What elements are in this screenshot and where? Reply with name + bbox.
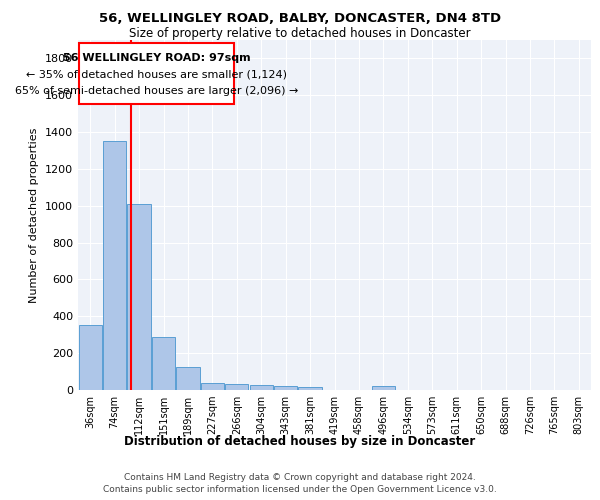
- Bar: [225, 384, 248, 390]
- Text: 65% of semi-detached houses are larger (2,096) →: 65% of semi-detached houses are larger (…: [15, 86, 298, 96]
- Bar: [201, 382, 224, 390]
- Bar: [127, 204, 151, 390]
- Y-axis label: Number of detached properties: Number of detached properties: [29, 128, 40, 302]
- Text: ← 35% of detached houses are smaller (1,124): ← 35% of detached houses are smaller (1,…: [26, 70, 287, 80]
- Text: Contains HM Land Registry data © Crown copyright and database right 2024.: Contains HM Land Registry data © Crown c…: [124, 472, 476, 482]
- Bar: [176, 367, 200, 390]
- Text: Contains public sector information licensed under the Open Government Licence v3: Contains public sector information licen…: [103, 485, 497, 494]
- Bar: [79, 324, 102, 390]
- Text: 56 WELLINGLEY ROAD: 97sqm: 56 WELLINGLEY ROAD: 97sqm: [63, 53, 251, 63]
- Bar: [372, 386, 395, 390]
- Bar: [274, 386, 297, 390]
- Bar: [152, 336, 175, 390]
- Text: Distribution of detached houses by size in Doncaster: Distribution of detached houses by size …: [124, 435, 476, 448]
- Bar: [298, 387, 322, 390]
- Bar: [103, 142, 126, 390]
- FancyBboxPatch shape: [79, 43, 235, 104]
- Text: 56, WELLINGLEY ROAD, BALBY, DONCASTER, DN4 8TD: 56, WELLINGLEY ROAD, BALBY, DONCASTER, D…: [99, 12, 501, 26]
- Text: Size of property relative to detached houses in Doncaster: Size of property relative to detached ho…: [129, 28, 471, 40]
- Bar: [250, 386, 273, 390]
